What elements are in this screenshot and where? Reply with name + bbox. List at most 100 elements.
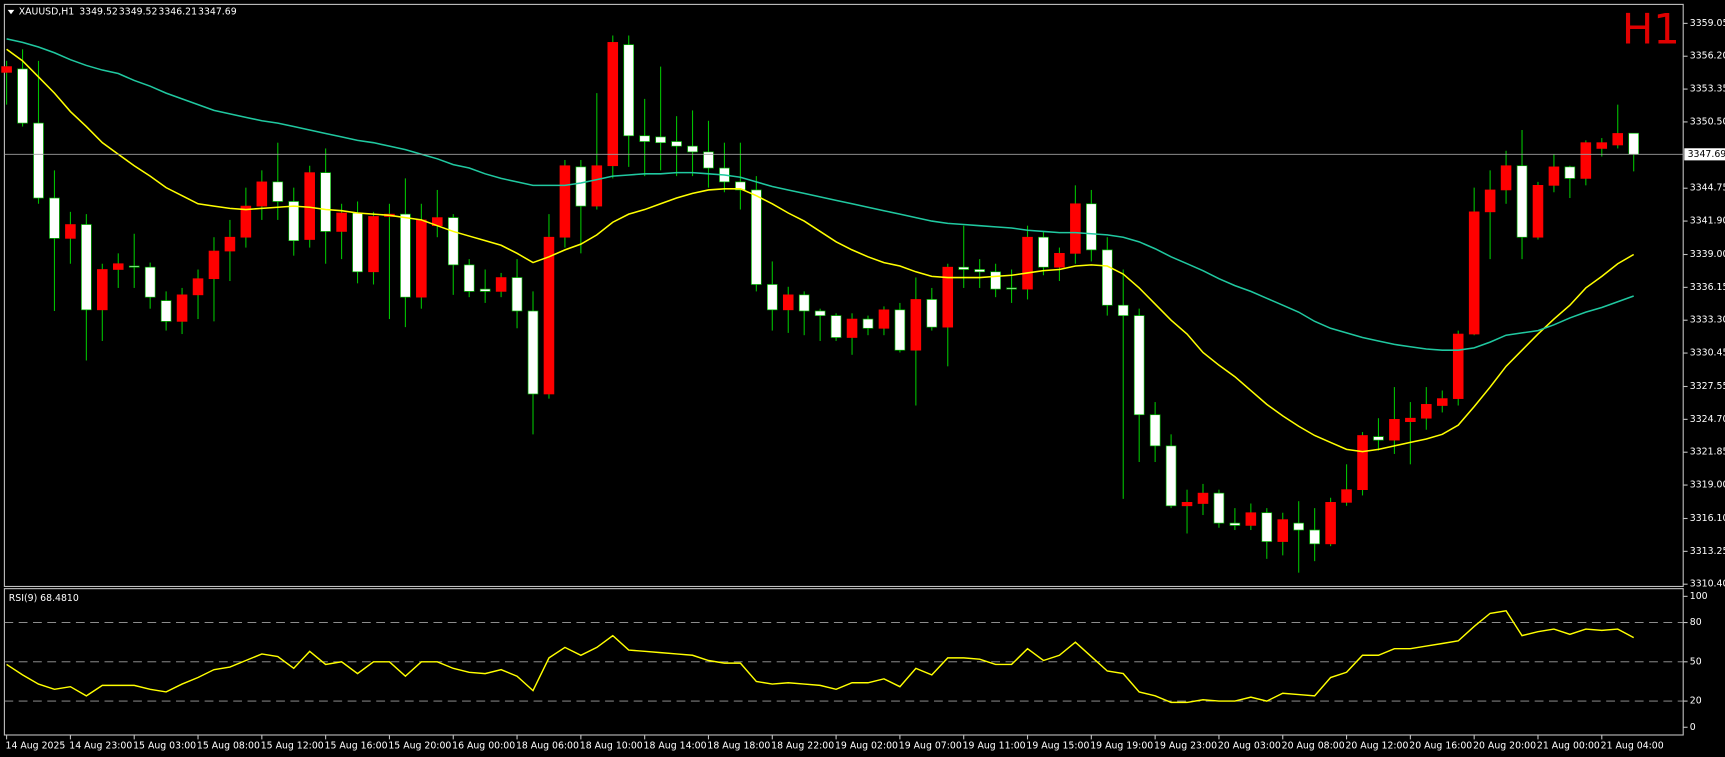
x-tick-label: 20 Aug 08:00 [1282,740,1345,751]
y-tick-label: 3319.00 [1690,480,1725,491]
candle-body [1580,142,1592,179]
candle-body [798,294,810,312]
candle-body [862,318,874,329]
candle-body [1532,185,1544,238]
candle-body [1357,435,1368,491]
candle-body [1468,211,1480,335]
candle-body [1245,512,1257,526]
y-tick-label: 3356.20 [1690,51,1725,62]
candle-body [1022,236,1033,290]
candle-body [974,269,985,273]
candle-body [1133,315,1145,416]
candle-body [256,181,268,207]
x-tick-label: 18 Aug 14:00 [644,740,707,751]
candle-body [97,269,108,311]
candle-body [224,236,236,252]
candle-body [416,219,427,298]
x-tick-label: 19 Aug 02:00 [835,740,898,751]
candle-body [543,236,555,395]
candle-body [208,250,220,280]
x-tick-label: 15 Aug 08:00 [197,740,260,751]
candle-body [447,217,459,266]
x-tick-label: 21 Aug 04:00 [1601,740,1664,751]
moving-average [6,48,1635,453]
candle-body [65,224,76,239]
x-tick-label: 15 Aug 03:00 [133,740,196,751]
x-tick-label: 19 Aug 15:00 [1026,740,1089,751]
candle-body [1628,132,1639,155]
candle-body [671,141,682,147]
y-tick-label: 0 [1690,722,1696,733]
candle-body [958,266,969,270]
candle-body [1165,445,1177,507]
y-tick-label: 3333.30 [1690,315,1725,326]
open-label: 3349.52 [79,7,118,18]
y-tick-label: 3341.90 [1690,216,1725,227]
x-tick-label: 20 Aug 03:00 [1218,740,1281,751]
candle-body [352,212,363,273]
y-tick-label: 3336.15 [1690,282,1725,293]
candle-body [687,145,698,153]
candle-body [926,299,938,328]
rsi-title: RSI(9) 68.4810 [9,593,79,604]
candle-body [639,135,650,142]
candle-body [479,288,491,292]
candle-body [1229,522,1241,526]
candle-body [304,172,315,240]
candle-body [1405,417,1416,422]
candle-body [495,277,507,292]
x-tick-label: 16 Aug 00:00 [452,740,515,751]
candle-body [1341,489,1352,503]
price-tag: 3347.69 [1688,149,1725,160]
candle-body [830,315,842,338]
candle-body [128,265,140,268]
candle-body [144,266,156,298]
x-tick-label: 18 Aug 18:00 [707,740,770,751]
x-tick-label: 21 Aug 00:00 [1537,740,1600,751]
x-tick-label: 14 Aug 23:00 [69,740,132,751]
candle-body [878,309,890,329]
candle-body [320,172,331,232]
x-tick-label: 15 Aug 12:00 [261,740,324,751]
candle-body [1054,253,1065,268]
candle-body [1421,404,1432,419]
candle-body [288,201,300,242]
high-label: 3349.52 [119,7,158,18]
x-tick-label: 15 Aug 20:00 [388,740,451,751]
candle-body [607,42,619,167]
close-label: 3347.69 [198,7,237,18]
y-tick-label: 80 [1690,617,1702,628]
candle-body [1373,436,1384,441]
menu-arrow [7,9,15,15]
x-tick-label: 14 Aug 2025 [6,740,66,751]
candle-body [463,264,475,292]
candle-body [1564,166,1576,179]
candle-body [1484,189,1496,213]
candle-body [846,318,858,338]
y-tick-label: 3350.50 [1690,116,1725,127]
y-tick-label: 20 [1690,696,1702,707]
candle-body [1070,203,1081,254]
candle-body [1006,287,1017,290]
candle-body [112,263,124,270]
candle-body [1277,519,1289,542]
candle-body [1117,304,1129,316]
candle-body [527,310,539,395]
y-tick-label: 3310.40 [1690,579,1725,590]
candle-body [1181,502,1193,507]
y-tick-label: 3330.45 [1690,348,1725,359]
candle-body [1213,492,1225,524]
candle-body [1,66,12,73]
low-label: 3346.21 [158,7,197,18]
candle-body [400,213,411,298]
x-tick-label: 15 Aug 16:00 [325,740,388,751]
candle-body [1548,166,1560,186]
candle-body [767,284,778,311]
candle-body [814,310,826,316]
candle-body [942,266,954,328]
y-tick-label: 3339.00 [1690,249,1725,260]
y-tick-label: 50 [1690,656,1702,667]
candle-body [33,122,44,199]
candle-body [368,216,379,273]
